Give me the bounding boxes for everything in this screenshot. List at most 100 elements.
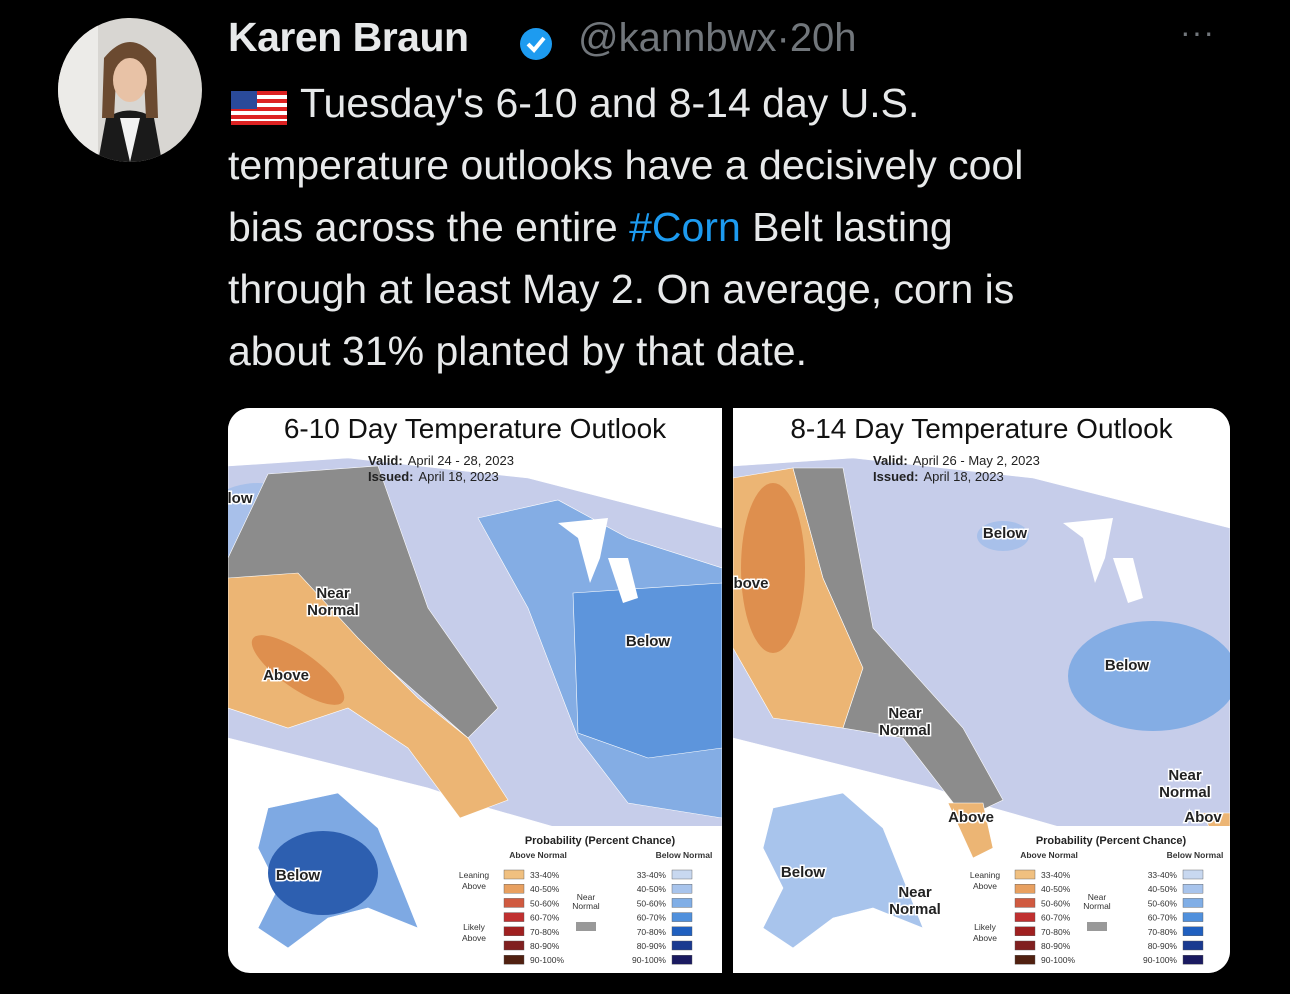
region-shape <box>977 521 1029 551</box>
legend-swatch <box>1014 955 1036 965</box>
legend-range: 90-100% <box>632 955 666 965</box>
region-shape <box>268 831 378 915</box>
text: about 31% planted by that date. <box>228 328 808 374</box>
legend-range: 33-40% <box>1041 870 1071 880</box>
legend-swatch <box>1182 940 1204 951</box>
legend-range: 80-90% <box>1041 941 1071 951</box>
text: through at least May 2. On average, corn… <box>228 266 1015 312</box>
legend-group: Above <box>462 933 486 943</box>
legend-range: 70-80% <box>637 927 667 937</box>
issued-date: Issued: April 18, 2023 <box>368 469 499 484</box>
text-line: temperature outlooks have a decisively c… <box>228 142 1023 189</box>
region-label: Abov <box>1184 809 1222 826</box>
legend-heading: Above Normal <box>1020 850 1078 860</box>
legend-swatch <box>503 884 525 894</box>
legend-range: 80-90% <box>637 941 667 951</box>
legend-swatch <box>1014 912 1036 922</box>
legend-heading: Below Normal <box>1167 850 1224 860</box>
region-shape <box>228 572 509 819</box>
legend-swatch <box>503 955 525 965</box>
great-lakes <box>558 518 638 603</box>
region-shape <box>762 792 924 949</box>
separator: · <box>776 16 790 60</box>
valid-label: Valid: <box>368 453 403 468</box>
legend-swatch <box>671 912 693 922</box>
hashtag[interactable]: #Corn <box>629 204 741 250</box>
time[interactable]: 20h <box>789 16 857 60</box>
legend-group: Likely <box>463 922 485 932</box>
legend-swatch <box>576 922 596 931</box>
title-bar <box>228 408 722 454</box>
legend-range: 40-50% <box>1148 884 1178 894</box>
legend-group: Near <box>577 892 596 902</box>
legend-swatch <box>503 869 525 880</box>
verified-badge <box>520 28 552 60</box>
legend-range: 60-70% <box>637 913 667 923</box>
region-shape <box>572 582 722 759</box>
legend-swatch <box>1182 869 1204 880</box>
legend-range: 60-70% <box>530 913 560 923</box>
legend-range: 80-90% <box>530 941 560 951</box>
handle[interactable]: @kannbwx <box>578 16 777 60</box>
legend-group: Normal <box>1083 901 1111 911</box>
legend-swatch <box>671 926 693 936</box>
great-lakes <box>1063 518 1143 603</box>
legend-range: 40-50% <box>1041 884 1071 894</box>
map-image[interactable]: 6-10 Day Temperature Outlook Valid: April … <box>228 408 722 973</box>
text-line: through at least May 2. On average, corn… <box>228 266 1014 313</box>
valid-value: April 26 - May 2, 2023 <box>913 453 1040 468</box>
valid-dates: Valid: April 26 - May 2, 2023 <box>873 453 1040 468</box>
issued-value: April 18, 2023 <box>419 469 499 484</box>
text-line: Tuesday's 6-10 and 8-14 day U.S. <box>300 80 919 127</box>
region-label: Above <box>948 809 994 826</box>
legend-swatch <box>1182 884 1204 894</box>
legend-range: 33-40% <box>530 870 560 880</box>
region-label: Above <box>263 667 309 684</box>
legend-group: Leaning <box>459 870 490 880</box>
region-label: bove <box>733 575 768 592</box>
author-name[interactable]: Karen Braun <box>228 14 469 60</box>
legend-group: Above <box>462 881 486 891</box>
region-shape <box>947 802 994 859</box>
legend-swatch <box>1182 926 1204 936</box>
legend-swatch <box>1087 922 1107 931</box>
region-shape <box>741 483 805 653</box>
more-button[interactable]: ··· <box>1180 14 1215 50</box>
region-label: Below <box>1105 657 1150 674</box>
title-bar <box>733 408 1230 454</box>
media[interactable]: 6-10 Day Temperature Outlook Valid: April … <box>228 408 1230 973</box>
handle-time: @kannbwx·20h <box>578 16 857 61</box>
legend-swatch <box>1182 912 1204 922</box>
map-title: 8-14 Day Temperature Outlook <box>790 413 1173 444</box>
legend-title: Probability (Percent Chance) <box>1036 835 1187 847</box>
legend-swatch <box>1182 955 1204 965</box>
region-label: Normal <box>1159 784 1211 801</box>
issued-value: April 18, 2023 <box>924 469 1004 484</box>
legend-range: 80-90% <box>1148 941 1178 951</box>
legend-range: 50-60% <box>1041 898 1071 908</box>
legend-swatch <box>1014 884 1036 894</box>
legend-range: 50-60% <box>1148 898 1178 908</box>
legend-swatch <box>671 940 693 951</box>
text: Belt lasting <box>740 204 953 250</box>
legend-heading: Above Normal <box>509 850 567 860</box>
valid-label: Valid: <box>873 453 908 468</box>
legend-range: 70-80% <box>1148 927 1178 937</box>
issued-label: Issued: <box>368 469 414 484</box>
legend-group: Above <box>973 933 997 943</box>
region-label: Normal <box>307 602 359 619</box>
legend-swatch <box>671 884 693 894</box>
text-line: bias across the entire #Corn Belt lastin… <box>228 204 953 251</box>
region-label: Near <box>316 585 350 602</box>
legend-range: 33-40% <box>637 870 667 880</box>
legend-group: Above <box>973 881 997 891</box>
map-image[interactable]: 8-14 Day Temperature Outlook Valid: April … <box>733 408 1230 973</box>
text: bias across the entire <box>228 204 630 250</box>
avatar[interactable] <box>58 18 202 162</box>
valid-value: April 24 - 28, 2023 <box>408 453 514 468</box>
legend-swatch <box>503 912 525 922</box>
legend-swatch <box>1182 898 1204 908</box>
legend-swatch <box>1014 898 1036 908</box>
legend-swatch <box>671 955 693 965</box>
region-label: low <box>228 490 253 507</box>
